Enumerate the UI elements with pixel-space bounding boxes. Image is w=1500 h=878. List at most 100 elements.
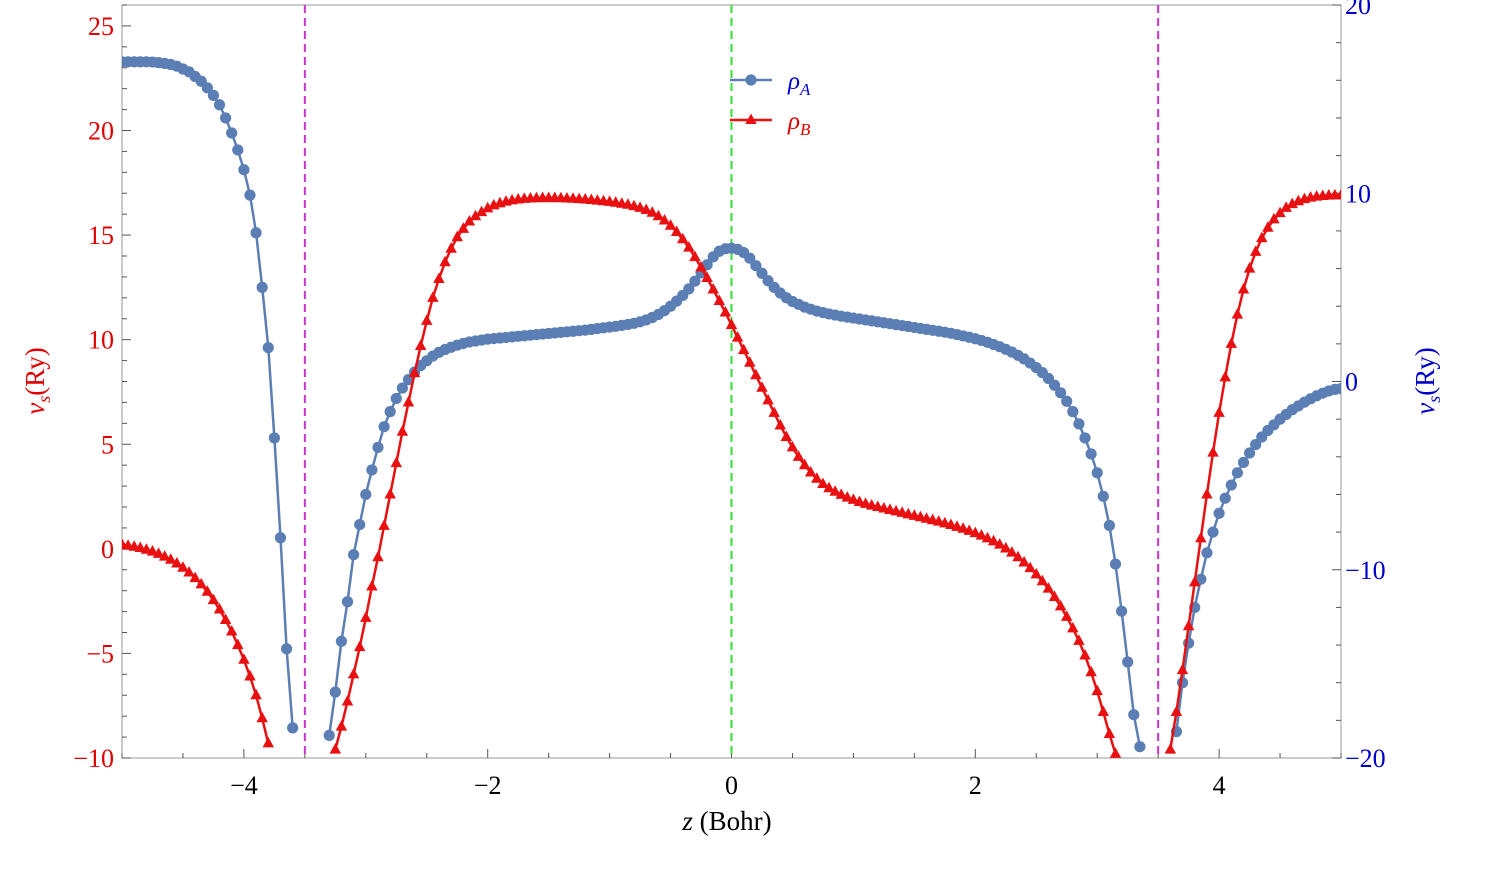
legend-rho-a-marker <box>745 74 757 86</box>
legend-label-base: ρ <box>787 68 800 95</box>
rho-b-point <box>975 529 988 540</box>
rho-a-point <box>1237 456 1250 469</box>
legend-label-base: ρ <box>787 108 800 135</box>
rho-b-point <box>262 736 274 748</box>
right-y-axis-title-subscript: s <box>1424 396 1444 403</box>
x-axis-title-variable: z <box>681 806 693 836</box>
right-tick-label: 10 <box>1345 179 1371 208</box>
rho-b-point <box>475 205 488 217</box>
right-tick-label: −10 <box>1345 556 1386 585</box>
rho-a-point <box>1115 605 1128 617</box>
x-tick-label: −4 <box>230 771 258 800</box>
rho-b-point <box>981 531 994 543</box>
rho-a-point <box>360 488 372 501</box>
rho-b-point <box>798 458 811 470</box>
rho-b-point <box>1000 541 1012 553</box>
rho-a-point <box>274 532 287 544</box>
rho-b-point <box>969 526 982 538</box>
rho-b-point <box>762 393 774 405</box>
rho-a-point <box>226 127 238 139</box>
rho-a-point <box>1219 492 1231 504</box>
rho-a-point <box>213 99 226 111</box>
rho-b-point <box>146 545 159 556</box>
rho-b-point <box>433 272 445 284</box>
rho-b-point <box>805 465 817 477</box>
rho-b-point <box>707 282 719 294</box>
rho-a-line <box>122 60 294 728</box>
rho-b-point <box>756 381 768 392</box>
rho-b-point <box>1012 550 1024 562</box>
rho-b-point <box>219 613 232 624</box>
rho-b-point <box>390 456 402 468</box>
rho-b-point <box>1048 590 1061 601</box>
rho-b-point <box>987 534 1000 546</box>
rho-b-point <box>811 472 823 483</box>
legend-rho-a-label: ρA <box>787 68 811 99</box>
rho-a-line <box>327 246 1142 747</box>
rho-b-point <box>451 230 463 242</box>
rho-b-point <box>232 638 244 650</box>
rho-a-point <box>268 432 280 444</box>
rho-a-point <box>683 283 695 295</box>
rho-b-point <box>353 640 366 652</box>
rho-b-point <box>652 209 665 221</box>
rho-b-point <box>677 232 689 244</box>
rho-a-point <box>750 260 762 272</box>
rho-b-point <box>1091 684 1103 696</box>
rho-b-point <box>457 222 470 233</box>
rho-b-point <box>1256 231 1268 243</box>
rho-b-point <box>1335 188 1341 200</box>
rho-a-point <box>232 144 244 156</box>
x-tick-label: −2 <box>474 771 502 800</box>
rho-b-point <box>189 571 201 583</box>
rho-b-point <box>1030 567 1042 579</box>
rho-b-point <box>847 493 860 504</box>
rho-a-point <box>220 112 232 124</box>
right-tick-label: 20 <box>1345 0 1371 20</box>
rho-b-point <box>207 593 220 605</box>
rho-b-point <box>1201 487 1213 499</box>
left-tick-label: −10 <box>73 744 114 773</box>
rho-a-point <box>238 164 250 176</box>
rho-b-point <box>634 201 646 212</box>
rho-b-point <box>463 214 476 226</box>
rho-b-point <box>658 213 671 225</box>
rho-b-point <box>1225 337 1238 348</box>
rho-a-point <box>390 392 402 405</box>
rho-b-point <box>1243 262 1256 273</box>
rho-b-point <box>780 430 793 441</box>
right-y-axis-title: vs(Ry) <box>1410 347 1444 414</box>
rho-a-point <box>1335 383 1341 395</box>
rho-b-point <box>1018 555 1030 567</box>
rho-b-point <box>1109 747 1122 758</box>
rho-a-point <box>335 635 348 647</box>
rho-b-point <box>646 206 658 217</box>
rho-b-point <box>122 538 128 549</box>
rho-b-point <box>366 579 378 591</box>
rho-b-point <box>1231 308 1244 319</box>
rho-b-point <box>689 250 701 262</box>
rho-b-point <box>1054 599 1067 611</box>
rho-a-point <box>1225 479 1237 491</box>
rho-a-point <box>280 643 293 655</box>
left-y-axis-title-symbol: v <box>20 403 50 415</box>
axis-titles: vs(Ry)vs(Ry)z (Bohr) <box>20 347 1444 836</box>
rho-b-point <box>341 695 354 706</box>
rho-a-point <box>366 464 378 476</box>
rho-a-point <box>378 421 390 433</box>
rho-b-point <box>1164 743 1177 754</box>
rho-b-point <box>1073 634 1085 645</box>
rho-b-point <box>158 550 171 561</box>
rho-a-point <box>1207 526 1219 538</box>
rho-b-point <box>335 720 348 731</box>
rho-b-point <box>774 418 786 430</box>
rho-a-point <box>1055 387 1067 399</box>
rho-b-point <box>1079 649 1091 660</box>
rho-b-point <box>329 743 342 754</box>
rho-b-point <box>195 577 207 589</box>
rho-a-point <box>1109 558 1122 570</box>
rho-b-point <box>1103 727 1116 738</box>
rho-b-point <box>1085 665 1097 677</box>
right-y-axis-title-unit: (Ry) <box>1410 347 1440 395</box>
